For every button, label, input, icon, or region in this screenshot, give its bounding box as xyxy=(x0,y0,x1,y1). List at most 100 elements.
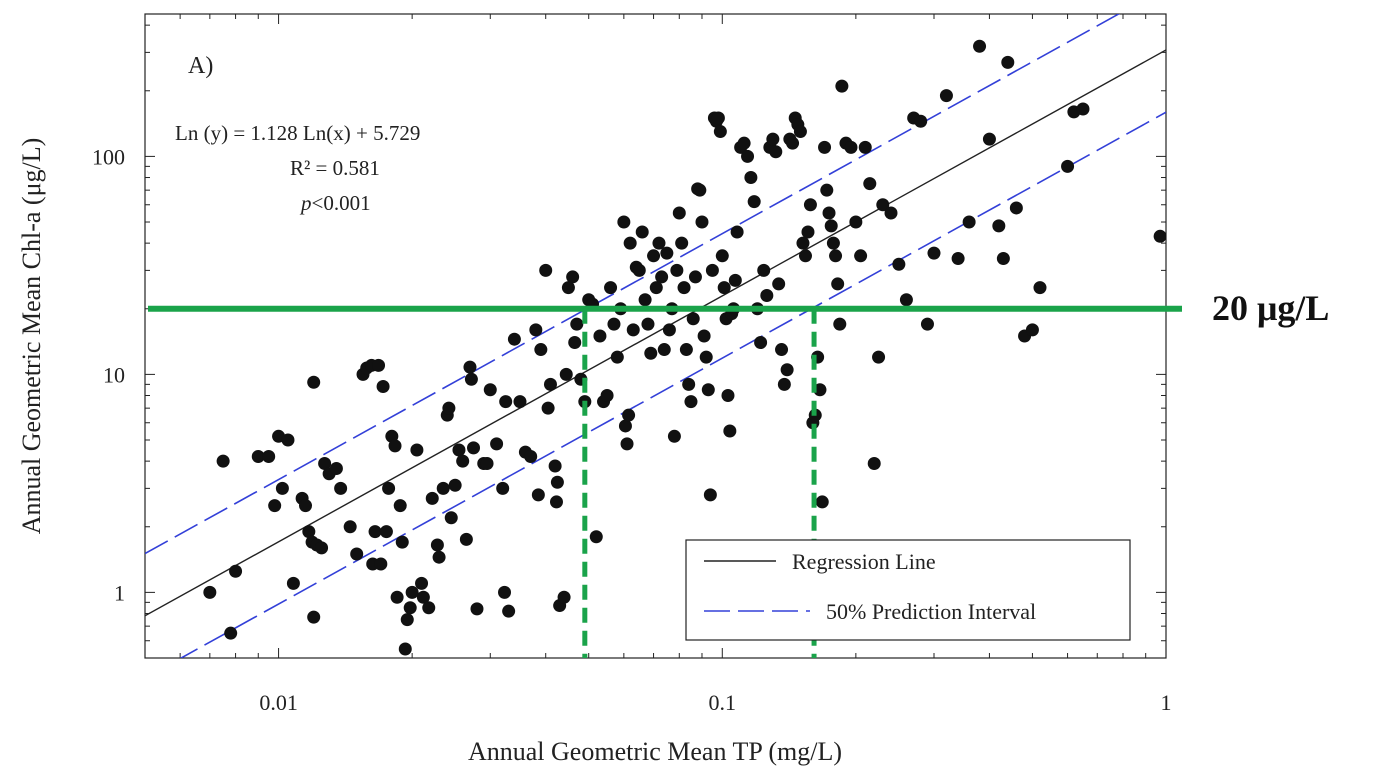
data-point xyxy=(604,281,618,295)
data-point xyxy=(432,550,446,564)
y-axis-label: Annual Geometric Mean Chl-a (μg/L) xyxy=(17,138,46,535)
y-tick-label: 100 xyxy=(92,144,125,169)
data-point xyxy=(693,183,707,197)
data-point xyxy=(655,270,669,284)
data-point xyxy=(717,281,731,295)
data-point xyxy=(275,481,289,495)
data-points xyxy=(203,39,1166,656)
data-point xyxy=(593,329,607,343)
data-point xyxy=(617,215,631,229)
data-point xyxy=(251,450,265,464)
data-point xyxy=(635,225,649,239)
data-point xyxy=(757,263,771,277)
data-point xyxy=(892,257,906,271)
y-tick-label: 10 xyxy=(103,362,125,387)
data-point xyxy=(701,383,715,397)
data-point xyxy=(376,379,390,393)
data-point xyxy=(951,252,965,266)
data-point xyxy=(524,450,538,464)
data-point xyxy=(820,183,834,197)
panel-label: A) xyxy=(188,53,213,79)
data-point xyxy=(632,263,646,277)
data-point xyxy=(442,401,456,415)
data-point xyxy=(670,263,684,277)
data-point xyxy=(829,249,843,263)
data-point xyxy=(262,450,276,464)
data-point xyxy=(939,89,953,103)
data-point xyxy=(684,395,698,409)
data-point xyxy=(374,557,388,571)
r-squared: R² = 0.581 xyxy=(290,156,380,180)
data-point xyxy=(675,236,689,250)
data-point xyxy=(747,195,761,209)
data-point xyxy=(281,433,295,447)
data-point xyxy=(844,140,858,154)
prediction-interval-lower xyxy=(179,111,1166,658)
data-point xyxy=(803,198,817,212)
data-point xyxy=(318,457,332,471)
data-point xyxy=(620,437,634,451)
data-point xyxy=(403,601,417,615)
data-point xyxy=(566,270,580,284)
data-point xyxy=(559,367,573,381)
data-point xyxy=(715,249,729,263)
data-point xyxy=(203,585,217,599)
data-point xyxy=(464,372,478,386)
data-point xyxy=(368,525,382,539)
data-point xyxy=(531,488,545,502)
data-point xyxy=(379,525,393,539)
data-point xyxy=(1076,102,1090,116)
data-point xyxy=(350,547,364,561)
regression-line xyxy=(145,49,1166,617)
data-point xyxy=(641,317,655,331)
data-point xyxy=(711,111,725,125)
data-point xyxy=(822,206,836,220)
legend-interval-label: 50% Prediction Interval xyxy=(826,599,1036,624)
data-point xyxy=(1153,229,1166,243)
data-point xyxy=(395,535,409,549)
data-point xyxy=(705,263,719,277)
data-point xyxy=(1025,323,1039,337)
data-point xyxy=(682,377,696,391)
data-point xyxy=(307,375,321,389)
data-point xyxy=(405,585,419,599)
data-point xyxy=(657,343,671,357)
data-point xyxy=(483,383,497,397)
p-value: p<0.001 xyxy=(299,191,371,215)
data-point xyxy=(570,317,584,331)
data-point xyxy=(679,343,693,357)
data-point xyxy=(589,530,603,544)
data-point xyxy=(703,488,717,502)
data-point xyxy=(452,443,466,457)
data-point xyxy=(1001,55,1015,69)
data-point xyxy=(299,499,313,513)
data-point xyxy=(728,273,742,287)
data-point xyxy=(982,132,996,146)
data-point xyxy=(638,293,652,307)
data-point xyxy=(334,481,348,495)
regression-equation: Ln (y) = 1.128 Ln(x) + 5.729 xyxy=(175,121,420,145)
data-point xyxy=(436,481,450,495)
data-point xyxy=(268,499,282,513)
data-point xyxy=(607,317,621,331)
data-point xyxy=(543,377,557,391)
data-point xyxy=(549,495,563,509)
data-point xyxy=(539,263,553,277)
data-point xyxy=(686,312,700,326)
data-point xyxy=(480,457,494,471)
data-point xyxy=(863,177,877,191)
data-point xyxy=(713,125,727,139)
data-point xyxy=(490,437,504,451)
data-point xyxy=(329,462,343,476)
data-point xyxy=(456,454,470,468)
data-point xyxy=(899,293,913,307)
data-point xyxy=(973,39,987,53)
data-point xyxy=(835,79,849,93)
data-point xyxy=(876,198,890,212)
data-point xyxy=(914,114,928,128)
y-tick-label: 1 xyxy=(114,580,125,605)
data-point xyxy=(557,590,571,604)
legend: Regression Line 50% Prediction Interval xyxy=(685,539,1131,641)
data-point xyxy=(849,215,863,229)
